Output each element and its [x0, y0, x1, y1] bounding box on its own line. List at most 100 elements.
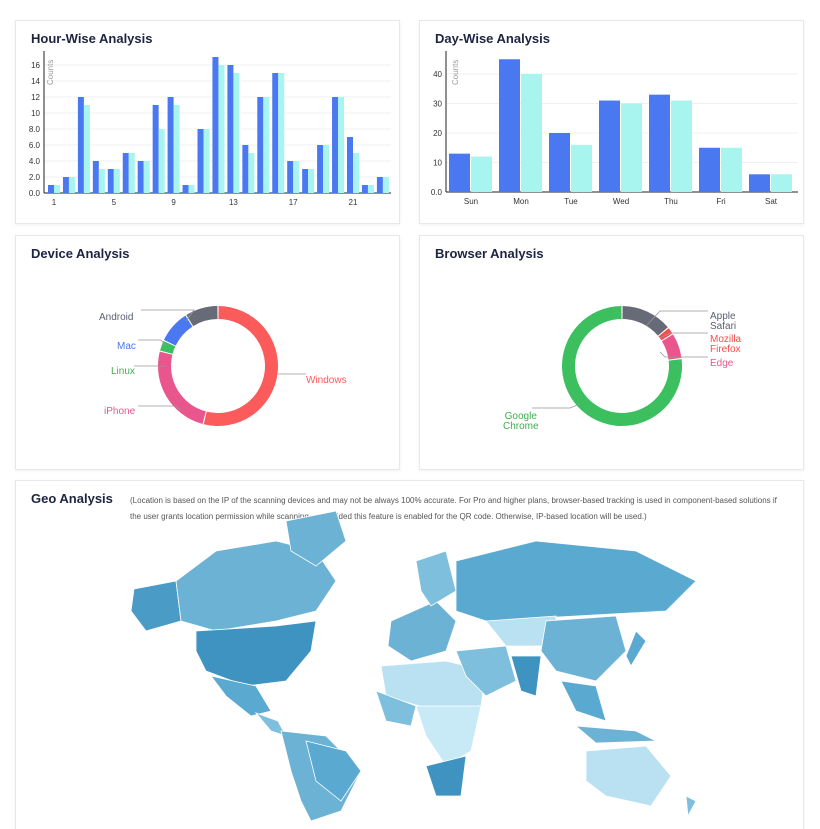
browser-donut-chart [532, 306, 708, 426]
y-tick-label: 12 [31, 93, 40, 102]
y-tick-label: 0.0 [431, 188, 443, 197]
map-brazil [305, 740, 362, 802]
bar-hour-18-series2 [308, 169, 315, 193]
y-tick-label: 20 [433, 129, 442, 138]
bar-hour-4-series2 [98, 169, 105, 193]
x-tick-label: 21 [349, 198, 358, 207]
bar-hour-8-series1 [152, 105, 159, 193]
bar-hour-5-series1 [107, 169, 114, 193]
label-mac: Mac [117, 341, 136, 352]
day-wise-card: Day-Wise Analysis 0.0 10 20 30 40 Counts Sun Mo… [419, 20, 804, 224]
map-china [540, 615, 627, 682]
y-axis-label: Counts [46, 60, 55, 85]
device-slice-linux [160, 340, 176, 354]
bar-hour-18-series1 [302, 169, 309, 193]
map-southeast-asia [560, 680, 607, 722]
x-tick-label: 9 [171, 198, 176, 207]
bar-hour-2-series1 [62, 177, 69, 193]
bar-hour-16-series2 [278, 73, 285, 193]
browser-title: Browser Analysis [435, 246, 544, 261]
device-donut-chart [134, 306, 306, 426]
day-wise-title: Day-Wise Analysis [435, 31, 551, 46]
map-central-africa [415, 705, 482, 767]
day-wise-chart: 0.0 10 20 30 40 Counts Sun Mon Tue Wed Thu Fri Sat [431, 51, 798, 206]
y-tick-label: 4.0 [29, 157, 41, 166]
bar-hour-6-series1 [122, 153, 129, 193]
map-europe [387, 600, 457, 662]
map-canada [175, 540, 337, 632]
label-windows: Windows [306, 375, 347, 386]
bar-fri-series2 [721, 147, 742, 192]
bar-hour-21-series2 [353, 153, 359, 193]
bar-wed-series1 [599, 100, 620, 192]
y-tick-label: 2.0 [29, 173, 41, 182]
bar-hour-1-series2 [54, 185, 60, 193]
map-scandinavia [415, 550, 457, 607]
map-new-zealand [685, 795, 697, 818]
y-tick-label: 40 [433, 70, 442, 79]
bar-hour-7-series1 [137, 161, 144, 193]
bar-hour-23-series2 [382, 177, 389, 193]
bar-hour-22-series2 [367, 185, 374, 193]
bar-hour-11-series1 [197, 129, 204, 193]
bar-hour-13-series2 [233, 73, 240, 193]
y-tick-label: 16 [31, 61, 40, 70]
bar-mon-series2 [521, 74, 542, 192]
label-apple-safari: Apple Safari [710, 311, 737, 332]
bar-hour-5-series2 [113, 169, 120, 193]
map-middle-east [455, 645, 517, 697]
browser-slice-apple-safari [622, 306, 668, 336]
label-google-chrome: Google Chrome [503, 411, 539, 432]
bar-hour-10-series2 [188, 185, 195, 193]
bar-hour-21-series1 [347, 137, 353, 193]
bar-hour-8-series2 [158, 129, 165, 193]
bar-hour-15-series1 [257, 97, 264, 193]
bar-hour-20-series2 [338, 97, 345, 193]
y-tick-label: 8.0 [29, 125, 41, 134]
leader-line [138, 339, 167, 347]
label-iphone: iPhone [104, 406, 136, 417]
map-indonesia [574, 725, 657, 744]
bar-hour-22-series1 [361, 185, 368, 193]
leader-line [141, 309, 195, 322]
world-map[interactable] [16, 481, 803, 829]
bar-hour-20-series1 [332, 97, 339, 193]
device-slice-windows [203, 306, 279, 426]
label-edge: Edge [710, 358, 734, 369]
y-tick-label: 10 [31, 109, 40, 118]
bar-hour-10-series1 [182, 185, 189, 193]
bar-hour-6-series2 [128, 153, 135, 193]
bar-hour-7-series2 [143, 161, 150, 193]
map-south-africa [425, 755, 467, 797]
map-usa [195, 620, 317, 687]
map-russia [455, 540, 697, 622]
label-android: Android [99, 312, 134, 323]
y-tick-label: 30 [433, 100, 442, 109]
geo-card: Geo Analysis (Location is based on the I… [15, 480, 804, 829]
x-tick-label: Thu [664, 197, 678, 206]
label-mozilla-firefox: Mozilla Firefox [710, 334, 742, 355]
leader-line [138, 405, 182, 412]
leader-line [532, 403, 581, 409]
label-linux: Linux [111, 366, 135, 377]
map-japan [625, 630, 647, 667]
bar-hour-19-series2 [323, 145, 330, 193]
x-tick-label: Sun [464, 197, 478, 206]
bar-sat-series1 [749, 174, 770, 192]
x-tick-label: 17 [289, 198, 298, 207]
bar-hour-2-series2 [68, 177, 75, 193]
x-tick-label: 5 [112, 198, 117, 207]
bar-hour-13-series1 [227, 65, 234, 193]
geo-note: (Location is based on the IP of the scan… [130, 496, 777, 521]
bar-sat-series2 [771, 174, 792, 192]
bar-hour-15-series2 [263, 97, 270, 193]
leader-line [659, 351, 708, 358]
y-tick-label: 14 [31, 77, 40, 86]
bar-hour-12-series2 [218, 65, 225, 193]
bar-thu-series2 [671, 100, 692, 192]
bar-fri-series1 [699, 147, 720, 192]
bar-tue-series1 [549, 133, 570, 192]
browser-slice-firefox-edge [661, 334, 682, 360]
bar-hour-12-series1 [212, 57, 219, 193]
